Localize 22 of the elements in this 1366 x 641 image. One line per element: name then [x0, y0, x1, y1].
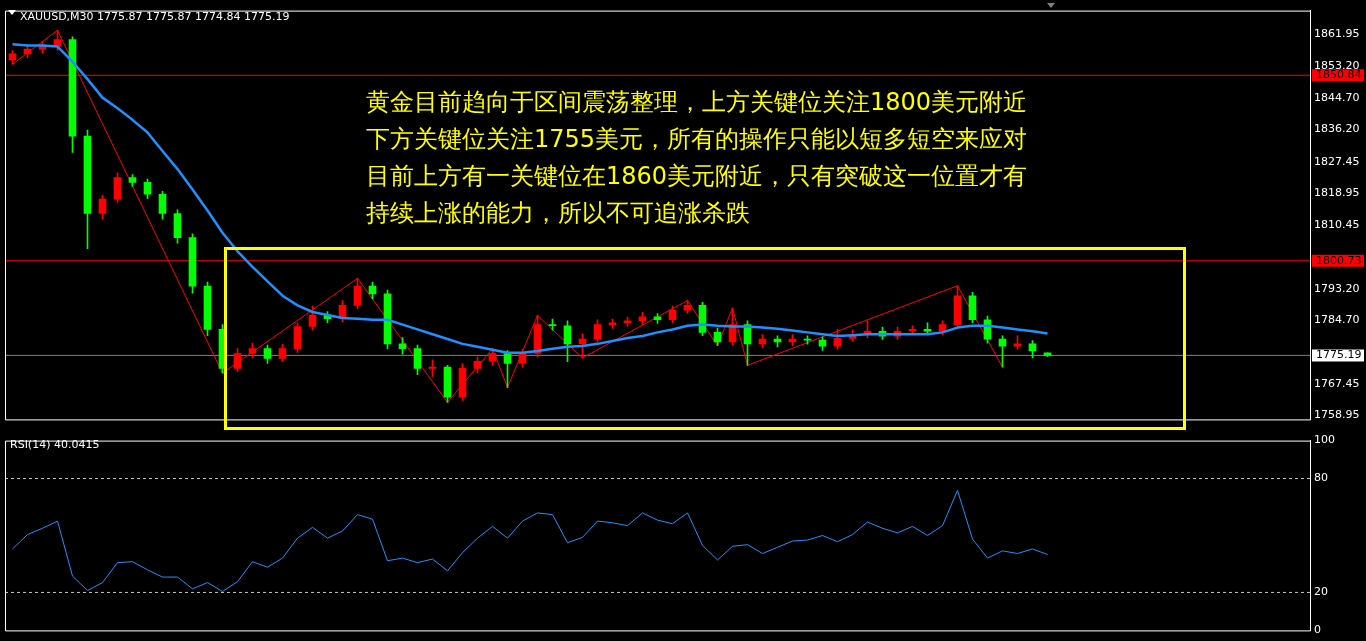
y-tick-label: 1810.45 — [1314, 217, 1360, 231]
y-tick-label: 80 — [1314, 471, 1328, 485]
y-tick-label: 0 — [1314, 623, 1321, 637]
y-tick-label: 1836.20 — [1314, 122, 1360, 136]
ref-line-label: 1800.73 — [1316, 253, 1362, 267]
y-tick-label: 1827.45 — [1314, 154, 1360, 168]
annotation: 下方关键位关注1755美元，所有的操作只能以短多短空来应对 — [366, 125, 1028, 154]
y-tick-label: 1767.45 — [1314, 376, 1360, 390]
chart-title: RSI(14) 40.0415 — [10, 438, 100, 452]
chart-title: XAUUSD,M30 1775.87 1775.87 1774.84 1775.19 — [20, 10, 290, 24]
y-tick-label: 1784.70 — [1314, 313, 1360, 327]
annotation: 目前上方有一关键位在1860美元附近，只有突破这一位置才有 — [366, 162, 1028, 191]
y-tick-label: 1793.20 — [1314, 281, 1360, 295]
y-tick-label: 1844.70 — [1314, 90, 1360, 104]
y-tick-label: 20 — [1314, 585, 1328, 599]
y-tick-label: 1861.95 — [1314, 26, 1360, 40]
annotation: 黄金目前趋向于区间震荡整理，上方关键位关注1800美元附近 — [366, 88, 1028, 117]
y-tick-label: 100 — [1314, 433, 1335, 447]
y-tick-label: 1818.95 — [1314, 186, 1360, 200]
ref-line-label: 1775.19 — [1316, 348, 1362, 362]
y-tick-label: 1758.95 — [1314, 408, 1360, 422]
annotation: 持续上涨的能力，所以不可追涨杀跌 — [366, 199, 750, 228]
